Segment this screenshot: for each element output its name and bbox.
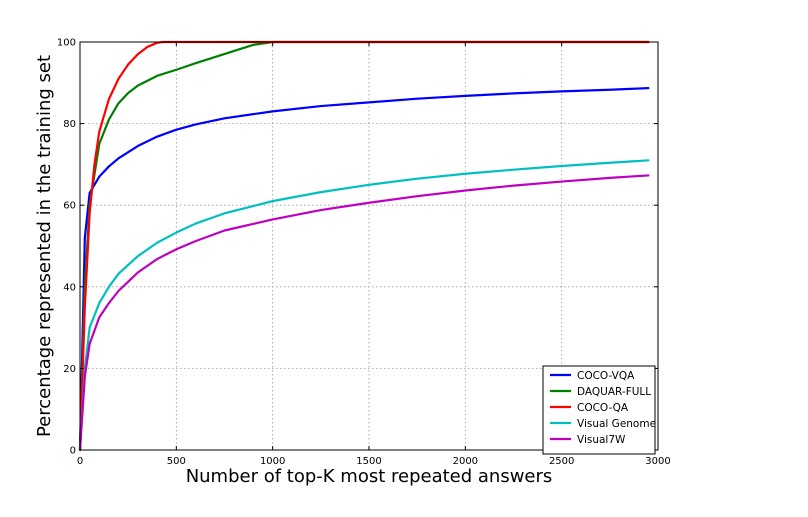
y-tick-label: 80 (63, 119, 76, 130)
axis-ticks: 0 500 1000 1500 2000 2500 3000 0 20 40 60 80 100 (57, 38, 671, 468)
y-tick-label: 40 (63, 282, 76, 293)
y-tick-label: 0 (70, 446, 76, 457)
x-tick-label: 1000 (260, 456, 285, 467)
legend-entry: DAQUAR-FULL (577, 386, 651, 398)
series-line-4 (78, 174, 650, 452)
y-tick-label: 100 (57, 38, 76, 49)
x-tick-label: 1500 (356, 456, 381, 467)
series-line-3 (78, 159, 650, 452)
y-tick-label: 20 (63, 364, 76, 375)
legend: COCO-VQA DAQUAR-FULL COCO-QA Visual Genome V… (542, 365, 656, 455)
x-tick-label: 500 (167, 456, 186, 467)
x-tick-label: 2000 (453, 456, 478, 467)
x-tick-label: 3000 (645, 456, 670, 467)
legend-entry: COCO-VQA (577, 370, 635, 382)
legend-entry: COCO-QA (577, 402, 629, 414)
legend-entry: Visual7W (577, 434, 626, 446)
legend-entry: Visual Genome (577, 418, 656, 430)
series-line-0 (78, 86, 650, 452)
x-axis-label: Number of top-K most repeated answers (186, 466, 553, 487)
x-tick-label: 0 (77, 456, 83, 467)
x-tick-label: 2500 (549, 456, 574, 467)
grid (79, 41, 659, 451)
y-tick-label: 60 (63, 201, 76, 212)
y-axis-label: Percentage represented in the training s… (34, 55, 55, 437)
